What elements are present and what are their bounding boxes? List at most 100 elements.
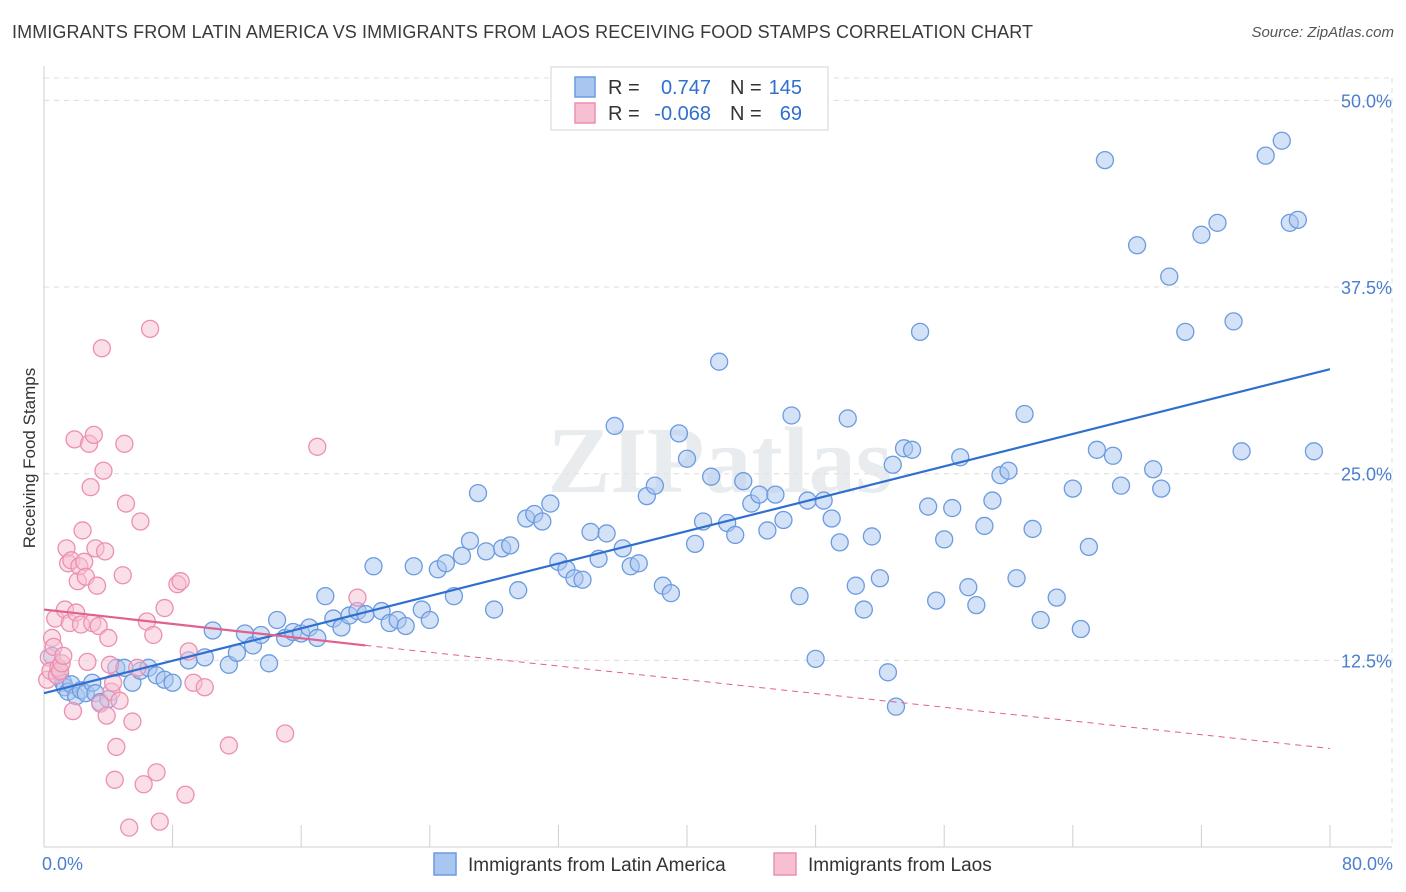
- data-point-latin-america: [1192, 225, 1211, 244]
- data-point-latin-america: [484, 600, 504, 619]
- data-point-latin-america: [750, 485, 769, 504]
- data-point-laos: [308, 437, 327, 456]
- data-point-latin-america: [420, 610, 439, 630]
- axes: [43, 66, 1392, 848]
- data-point-latin-america: [1023, 519, 1042, 539]
- data-point-latin-america: [267, 610, 287, 630]
- data-point-latin-america: [983, 491, 1002, 510]
- data-point-laos: [116, 494, 136, 513]
- data-point-latin-america: [918, 497, 938, 516]
- data-point-latin-america: [573, 570, 592, 589]
- data-point-latin-america: [1144, 460, 1163, 479]
- data-point-latin-america: [645, 476, 664, 495]
- y-tick-labels: 12.5% 25.0% 37.5% 50.0%: [1341, 91, 1392, 671]
- data-point-latin-america: [364, 557, 383, 576]
- data-point-laos: [219, 736, 239, 755]
- legend-n-label: N =: [730, 77, 762, 99]
- bottom-legend-swatch-laos: [773, 852, 797, 876]
- legend-r-label: R =: [608, 103, 640, 125]
- data-point-latin-america: [862, 527, 882, 546]
- bottom-legend-label-latin-america: Immigrants from Latin America: [468, 855, 726, 876]
- data-point-latin-america: [1224, 312, 1243, 331]
- legend-box: [550, 66, 829, 131]
- data-point-laos: [115, 434, 134, 453]
- data-point-latin-america: [1071, 619, 1090, 639]
- data-point-latin-america: [533, 512, 552, 531]
- data-point-latin-america: [1047, 588, 1066, 607]
- data-point-latin-america: [758, 521, 777, 540]
- data-point-latin-america: [685, 534, 705, 554]
- data-point-laos: [87, 576, 107, 595]
- y-tick-label: 50.0%: [1341, 91, 1392, 111]
- data-point-latin-america: [1095, 150, 1115, 170]
- data-point-latin-america: [1111, 476, 1131, 495]
- y-tick-label: 25.0%: [1341, 465, 1392, 485]
- data-point-latin-america: [967, 595, 986, 615]
- watermark: ZIPatlas: [548, 409, 893, 513]
- data-point-latin-america: [460, 531, 480, 551]
- x-tick-label: 80.0%: [1342, 854, 1393, 874]
- data-point-latin-america: [774, 510, 793, 530]
- trend-lines: [43, 368, 1331, 749]
- data-point-latin-america: [605, 416, 624, 436]
- data-point-latin-america: [1087, 440, 1107, 459]
- data-point-latin-america: [1304, 442, 1324, 461]
- data-point-latin-america: [975, 516, 994, 536]
- data-point-laos: [95, 542, 115, 561]
- data-point-latin-america: [878, 663, 898, 682]
- bottom-legend-label-laos: Immigrants from Laos: [808, 855, 992, 876]
- data-point-laos: [97, 706, 116, 725]
- data-point-latin-america: [1288, 210, 1307, 230]
- bottom-legend: Immigrants from Latin America Immigrants…: [433, 852, 992, 876]
- data-point-laos: [113, 566, 132, 585]
- legend-n-value: 69: [780, 103, 802, 125]
- data-point-laos: [144, 625, 163, 645]
- data-point-latin-america: [910, 322, 930, 341]
- data-point-latin-america: [404, 557, 423, 576]
- data-point-latin-america: [259, 654, 279, 673]
- legend-n-label: N =: [730, 103, 762, 125]
- data-point-laos: [176, 785, 195, 804]
- legend: R = 0.747 N = 145 R = -0.068 N = 69: [550, 66, 829, 131]
- data-point-laos: [92, 339, 112, 358]
- data-point-latin-america: [710, 352, 729, 371]
- data-point-latin-america: [541, 494, 560, 513]
- data-point-laos: [150, 812, 169, 831]
- data-point-latin-america: [669, 424, 689, 443]
- data-point-latin-america: [1232, 442, 1251, 461]
- data-point-latin-america: [1031, 610, 1050, 630]
- gridlines: [44, 77, 1393, 847]
- data-point-latin-america: [468, 483, 488, 503]
- data-point-latin-america: [677, 449, 697, 468]
- data-point-laos: [73, 521, 92, 540]
- bottom-legend-swatch-latin-america: [433, 852, 457, 876]
- data-point-latin-america: [959, 578, 978, 597]
- data-point-latin-america: [1272, 131, 1291, 150]
- data-point-latin-america: [902, 440, 922, 459]
- data-point-latin-america: [509, 581, 528, 600]
- data-point-laos: [195, 678, 214, 697]
- data-point-laos: [99, 628, 118, 648]
- data-point-latin-america: [870, 569, 890, 588]
- data-point-latin-america: [1079, 537, 1099, 557]
- data-point-latin-america: [734, 472, 753, 491]
- data-point-laos: [105, 770, 124, 789]
- data-point-latin-america: [726, 525, 745, 545]
- data-point-laos: [63, 701, 83, 721]
- data-point-latin-america: [766, 485, 785, 504]
- data-point-latin-america: [830, 533, 849, 552]
- data-point-latin-america: [1256, 146, 1275, 165]
- data-point-latin-america: [1015, 404, 1034, 424]
- data-point-latin-america: [1103, 446, 1123, 465]
- data-point-latin-america: [1007, 569, 1026, 588]
- data-point-latin-america: [943, 498, 962, 518]
- y-tick-label: 12.5%: [1341, 651, 1392, 671]
- legend-swatch-laos: [574, 102, 596, 124]
- data-point-latin-america: [1208, 213, 1227, 232]
- data-point-laos: [134, 775, 153, 794]
- data-point-latin-america: [806, 649, 825, 669]
- y-tick-label: 37.5%: [1341, 278, 1392, 298]
- data-point-latin-america: [886, 697, 906, 716]
- data-point-laos: [171, 572, 190, 591]
